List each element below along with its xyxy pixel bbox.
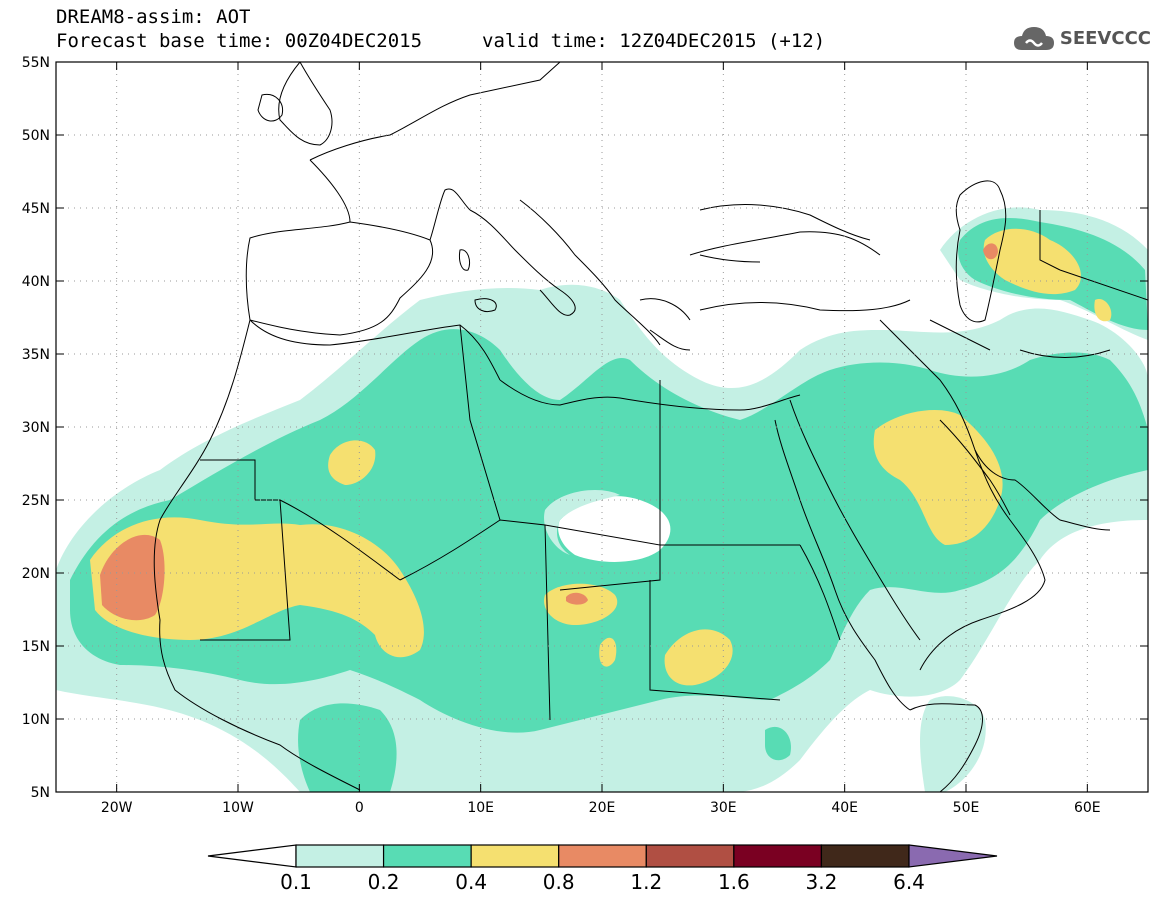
seevccc-logo: SEEVCCC: [1012, 24, 1151, 52]
map-title: DREAM8-assim: AOT: [56, 6, 251, 28]
colorbar-label: 6.4: [893, 870, 925, 894]
colorbar-label: 1.6: [718, 870, 750, 894]
lon-tick-label: 0: [355, 800, 364, 816]
colorbar: [207, 844, 998, 868]
lat-tick-label: 10N: [22, 712, 50, 728]
colorbar-label: 0.1: [280, 870, 312, 894]
colorbar-box: [733, 844, 823, 868]
valid-time: valid time: 12Z04DEC2015 (+12): [482, 30, 826, 52]
colorbar-label: 0.8: [543, 870, 575, 894]
colorbar-box: [820, 844, 910, 868]
latitude-labels: 55N 50N 45N 40N 35N 30N 25N 20N 15N 10N 5N: [22, 55, 50, 801]
colorbar-box: [382, 844, 472, 868]
colorbar-min-arrow: [207, 844, 297, 868]
colorbar-labels: 0.1 0.2 0.4 0.8 1.2 1.6 3.2 6.4: [280, 870, 925, 894]
colorbar-label: 3.2: [806, 870, 838, 894]
colorbar-label: 0.2: [368, 870, 400, 894]
cloud-icon: [1013, 27, 1054, 50]
colorbar-label: 1.2: [630, 870, 662, 894]
lon-tick-label: 50E: [953, 800, 980, 816]
colorbar-label: 0.4: [455, 870, 487, 894]
colorbar-max-arrow: [908, 844, 998, 868]
colorbar-box: [645, 844, 735, 868]
lon-tick-label: 60E: [1074, 800, 1101, 816]
lat-tick-label: 30N: [22, 420, 50, 436]
lat-tick-label: 55N: [22, 55, 50, 71]
lon-tick-label: 10W: [222, 800, 254, 816]
lat-tick-label: 15N: [22, 639, 50, 655]
colorbar-box: [558, 844, 647, 868]
lat-tick-label: 5N: [31, 785, 50, 801]
lat-tick-label: 35N: [22, 347, 50, 363]
aot-contours: [56, 62, 1148, 792]
lat-tick-label: 25N: [22, 493, 50, 509]
forecast-base-time: Forecast base time: 00Z04DEC2015: [56, 30, 423, 52]
lon-tick-label: 20W: [101, 800, 133, 816]
lon-tick-label: 30E: [710, 800, 737, 816]
lat-tick-label: 45N: [22, 201, 50, 217]
longitude-labels: 20W 10W 0 10E 20E 30E 40E 50E 60E: [101, 800, 1101, 816]
colorbar-box: [470, 844, 560, 868]
lat-tick-label: 50N: [22, 128, 50, 144]
lon-tick-label: 20E: [589, 800, 616, 816]
lon-tick-label: 10E: [467, 800, 494, 816]
logo-text: SEEVCCC: [1059, 27, 1151, 49]
lon-tick-label: 40E: [831, 800, 858, 816]
lat-tick-label: 40N: [22, 274, 50, 290]
lat-tick-label: 20N: [22, 566, 50, 582]
colorbar-box: [295, 844, 385, 868]
